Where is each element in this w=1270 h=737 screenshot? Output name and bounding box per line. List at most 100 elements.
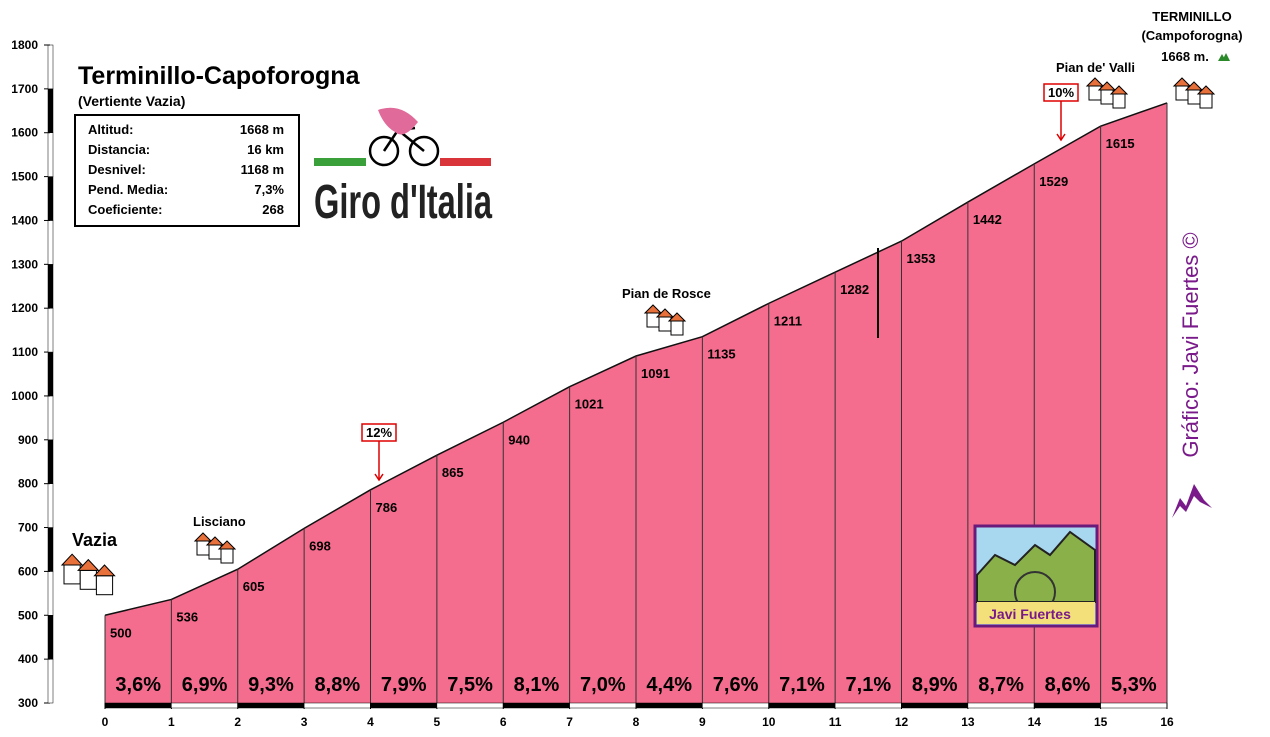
info-label: Desnivel:: [88, 162, 146, 177]
chart: Terminillo-Capoforogna (Vertiente Vazia)…: [0, 0, 1270, 732]
house-icon: [80, 570, 96, 589]
info-label: Altitud:: [88, 122, 133, 137]
elevation-label: 1353: [907, 251, 936, 266]
info-value: 1668 m: [240, 122, 284, 137]
y-tick-label: 1100: [12, 345, 38, 359]
axis-segment: [48, 177, 53, 221]
brand-label: Javi Fuertes: [989, 606, 1071, 622]
info-label: Distancia:: [88, 142, 150, 157]
giro-bar: [440, 158, 491, 166]
giro-rider-body: [378, 108, 418, 135]
gradient-label: 4,4%: [646, 674, 692, 696]
y-tick-label: 1800: [11, 38, 38, 52]
house-icon: [647, 313, 659, 327]
elevation-label: 1135: [707, 347, 735, 362]
axis-segment: [968, 703, 1034, 708]
house-icon: [1089, 86, 1101, 100]
gradient-label: 8,6%: [1045, 674, 1091, 696]
axis-segment: [48, 571, 53, 615]
axis-segment: [48, 396, 53, 440]
y-tick-label: 1700: [11, 82, 38, 96]
gradient-label: 7,6%: [713, 674, 759, 696]
gradient-label: 7,1%: [846, 674, 892, 696]
x-tick-label: 1: [168, 715, 175, 729]
x-tick-label: 10: [762, 715, 776, 729]
axis-segment: [48, 440, 53, 484]
axis-segment: [48, 615, 53, 659]
elevation-label: 1211: [774, 313, 802, 328]
house-icon: [1176, 86, 1188, 100]
elevation-label: 536: [176, 609, 198, 624]
info-label: Pend. Media:: [88, 182, 168, 197]
chart-title: Terminillo-Capoforogna: [78, 62, 361, 90]
info-label: Coeficiente:: [88, 202, 162, 217]
annotation: Pian de' Valli: [1056, 60, 1135, 75]
axis-segment: [702, 703, 768, 708]
gradient-label: 7,0%: [580, 674, 626, 696]
elevation-label: 1442: [973, 212, 1002, 227]
axis-segment: [1101, 703, 1167, 708]
x-tick-label: 4: [367, 715, 374, 729]
x-tick-label: 9: [699, 715, 706, 729]
elevation-label: 1529: [1039, 174, 1068, 189]
gradient-label: 5,3%: [1111, 674, 1157, 696]
house-icon: [1200, 94, 1212, 108]
x-tick-label: 16: [1160, 715, 1174, 729]
credit: Gráfico: Javi Fuertes ©: [1178, 232, 1203, 457]
giro-bar: [314, 158, 366, 166]
y-tick-label: 700: [18, 521, 38, 535]
gradient-label: 8,1%: [514, 674, 560, 696]
axis-segment: [437, 703, 503, 708]
axis-segment: [835, 703, 901, 708]
gradient-label: 8,7%: [978, 674, 1024, 696]
peak-icon: [1218, 53, 1230, 61]
gradient-label: 7,1%: [779, 674, 825, 696]
y-tick-label: 600: [18, 564, 38, 578]
house-icon: [659, 317, 671, 331]
y-tick-label: 1600: [11, 126, 38, 140]
axis-segment: [48, 352, 53, 396]
x-tick-label: 15: [1094, 715, 1108, 729]
x-tick-label: 2: [234, 715, 241, 729]
gradient-label: 8,9%: [912, 674, 958, 696]
max-gradient-label: 10%: [1048, 85, 1074, 100]
axis-segment: [48, 133, 53, 177]
gradient-label: 9,3%: [248, 674, 294, 696]
x-tick-label: 14: [1028, 715, 1042, 729]
house-icon: [209, 545, 221, 559]
y-tick-label: 1300: [11, 257, 38, 271]
info-value: 7,3%: [254, 182, 284, 197]
axis-segment: [371, 703, 437, 708]
elevation-label: 1021: [575, 397, 604, 412]
page: Terminillo-Capoforogna (Vertiente Vazia)…: [0, 0, 1270, 737]
axis-segment: [304, 703, 370, 708]
axis-segment: [48, 264, 53, 308]
house-roof: [62, 554, 82, 565]
house-icon: [64, 565, 80, 584]
elevation-label: 865: [442, 465, 464, 480]
gradient-label: 7,9%: [381, 674, 427, 696]
house-icon: [221, 549, 233, 563]
y-tick-label: 300: [18, 696, 38, 710]
x-tick-label: 13: [961, 715, 975, 729]
chart-subtitle: (Vertiente Vazia): [78, 93, 185, 109]
axis-segment: [48, 528, 53, 572]
house-roof: [645, 305, 661, 313]
y-tick-label: 800: [18, 477, 38, 491]
house-icon: [1188, 90, 1200, 104]
max-gradient-label: 12%: [366, 425, 392, 440]
elevation-label: 605: [243, 579, 265, 594]
gradient-label: 8,8%: [315, 674, 361, 696]
axis-segment: [48, 308, 53, 352]
info-value: 16 km: [247, 142, 284, 157]
house-icon: [96, 576, 112, 595]
house-icon: [1113, 94, 1125, 108]
annotation: (Campoforogna): [1141, 28, 1242, 43]
y-tick-label: 900: [18, 433, 38, 447]
gradient-label: 7,5%: [447, 674, 493, 696]
axis-segment: [48, 89, 53, 133]
y-tick-label: 1400: [11, 213, 38, 227]
annotation: 1668 m.: [1161, 49, 1209, 64]
annotation: Vazia: [72, 530, 118, 550]
elevation-label: 1091: [641, 366, 670, 381]
